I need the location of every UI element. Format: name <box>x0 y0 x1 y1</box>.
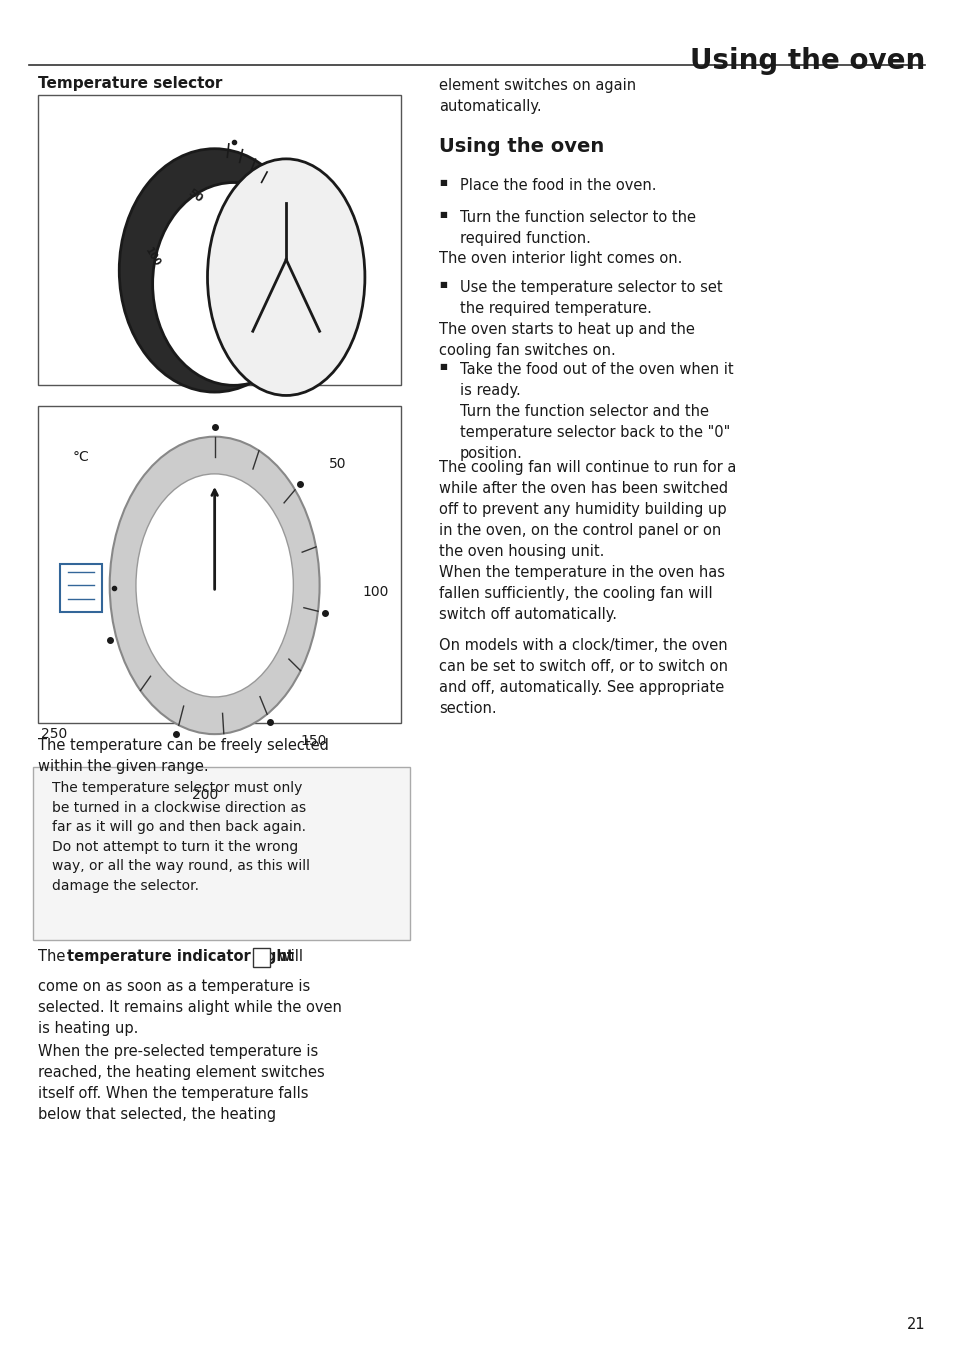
Text: °C: °C <box>72 450 90 464</box>
Bar <box>38 95 400 385</box>
Text: Use the temperature selector to set
the required temperature.: Use the temperature selector to set the … <box>459 280 721 316</box>
Text: Using the oven: Using the oven <box>438 137 603 155</box>
Text: 250: 250 <box>40 727 67 741</box>
Text: On models with a clock/timer, the oven
can be set to switch off, or to switch on: On models with a clock/timer, the oven c… <box>438 638 727 717</box>
Ellipse shape <box>119 149 310 392</box>
Text: Take the food out of the oven when it
is ready.
Turn the function selector and t: Take the food out of the oven when it is… <box>459 362 733 461</box>
Text: Turn the function selector to the
required function.: Turn the function selector to the requir… <box>459 210 695 246</box>
Text: will: will <box>274 949 302 964</box>
Text: 100: 100 <box>143 246 162 268</box>
FancyBboxPatch shape <box>33 767 410 940</box>
Text: ■: ■ <box>438 280 446 289</box>
Ellipse shape <box>110 437 319 734</box>
Text: The oven starts to heat up and the
cooling fan switches on.: The oven starts to heat up and the cooli… <box>438 322 694 358</box>
Ellipse shape <box>152 183 314 385</box>
Bar <box>38 406 400 723</box>
Text: The temperature selector must only
be turned in a clockwise direction as
far as : The temperature selector must only be tu… <box>52 781 310 892</box>
Text: ■: ■ <box>438 210 446 219</box>
Text: The cooling fan will continue to run for a
while after the oven has been switche: The cooling fan will continue to run for… <box>438 460 736 622</box>
Text: Place the food in the oven.: Place the food in the oven. <box>459 178 656 193</box>
Text: ■: ■ <box>438 178 446 188</box>
Text: come on as soon as a temperature is
selected. It remains alight while the oven
i: come on as soon as a temperature is sele… <box>38 979 342 1036</box>
Text: ■: ■ <box>438 362 446 372</box>
Text: 21: 21 <box>905 1317 924 1332</box>
Text: Temperature selector: Temperature selector <box>38 76 222 91</box>
Text: Using the oven: Using the oven <box>689 47 924 76</box>
Ellipse shape <box>207 158 364 395</box>
Text: 50: 50 <box>186 188 205 204</box>
Bar <box>60 564 102 612</box>
Text: temperature indicator light: temperature indicator light <box>67 949 294 964</box>
Text: The temperature can be freely selected
within the given range.: The temperature can be freely selected w… <box>38 738 329 775</box>
Bar <box>253 948 270 967</box>
Text: 50: 50 <box>329 457 346 470</box>
Text: 150: 150 <box>300 734 327 748</box>
Text: The oven interior light comes on.: The oven interior light comes on. <box>438 251 681 266</box>
Text: 100: 100 <box>362 585 389 599</box>
Text: When the pre-selected temperature is
reached, the heating element switches
itsel: When the pre-selected temperature is rea… <box>38 1044 325 1122</box>
Text: The: The <box>38 949 71 964</box>
Ellipse shape <box>135 475 294 698</box>
Text: 200: 200 <box>192 788 218 802</box>
Text: element switches on again
automatically.: element switches on again automatically. <box>438 78 636 115</box>
